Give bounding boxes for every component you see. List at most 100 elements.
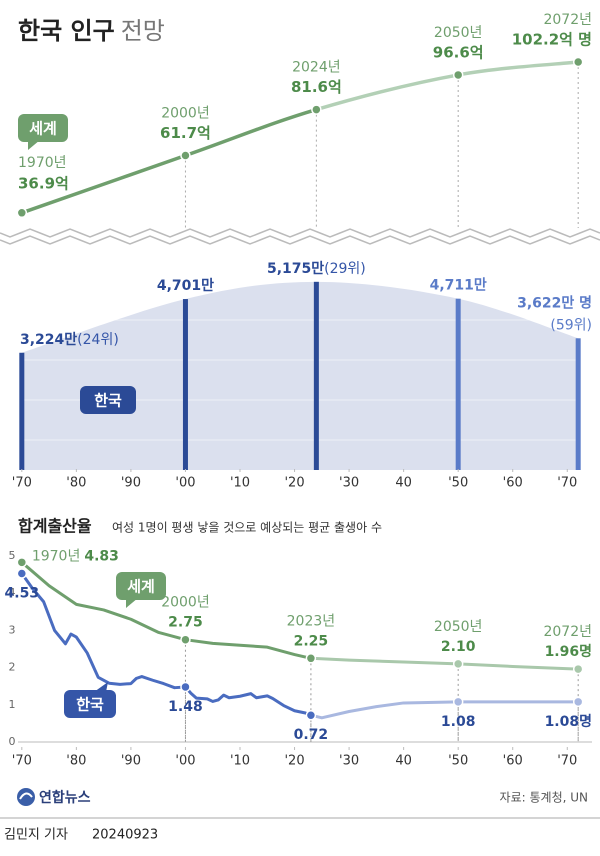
- x-tick-label: '10: [230, 754, 250, 769]
- value-label: 96.6억: [433, 43, 484, 61]
- y-tick-label: 2: [9, 661, 16, 674]
- source: 자료: 통계청, UN: [500, 791, 588, 805]
- x-tick-label: '20: [284, 754, 304, 769]
- y-tick-label: 0: [9, 735, 16, 748]
- point-label: 4,711만: [430, 278, 487, 294]
- point: [572, 663, 584, 675]
- point-label: 3,224만(24위): [20, 332, 119, 348]
- page-title: 한국 인구 전망: [18, 17, 165, 45]
- year-label: 2072년: [543, 624, 592, 640]
- bar: [182, 299, 188, 470]
- series-line: [20, 561, 312, 660]
- legend-tail: [28, 140, 40, 150]
- x-tick-label: 40: [395, 476, 412, 491]
- year-label: 2000년: [161, 595, 210, 611]
- value-label: 1.08명: [545, 713, 592, 730]
- year-label: 2050년: [434, 25, 483, 41]
- value-label: 81.6억: [291, 78, 342, 96]
- title-suffix: 전망: [121, 17, 165, 45]
- x-tick-label: '80: [66, 754, 86, 769]
- value-label: 4.53: [5, 585, 40, 601]
- point: [16, 557, 28, 568]
- point-label: 5,175만(29위): [267, 261, 366, 277]
- value-label: 2.10: [441, 639, 476, 655]
- x-tick-label: '60: [503, 476, 523, 491]
- x-tick-label: '20: [284, 476, 304, 491]
- point-label: 4,701만: [157, 278, 214, 294]
- logo-mark: [17, 788, 35, 806]
- x-tick-label: '70: [557, 476, 577, 491]
- point-label: 1970년 4.83: [32, 548, 119, 564]
- point: [452, 658, 464, 670]
- legend-badge: [18, 114, 68, 142]
- date: 20240923: [92, 828, 158, 843]
- value-label: 1.48: [168, 699, 203, 715]
- y-tick-label: 3: [9, 623, 16, 636]
- rank-label: (24위): [77, 332, 119, 348]
- year-label: 2000년: [161, 106, 210, 122]
- x-tick-label: '00: [175, 476, 195, 491]
- x-tick-label: 40: [395, 754, 412, 769]
- bar: [19, 352, 25, 470]
- bar: [455, 298, 461, 470]
- point: [16, 207, 28, 219]
- point: [16, 568, 28, 579]
- value-label: 61.7억: [160, 124, 211, 142]
- x-tick-label: '80: [66, 476, 86, 491]
- rank-label: (59위): [550, 317, 592, 333]
- x-tick-label: '70: [12, 754, 32, 769]
- value-label: 1.08: [441, 714, 476, 730]
- point: [572, 56, 584, 68]
- legend-label: 세계: [29, 120, 57, 138]
- x-tick-label: '60: [503, 754, 523, 769]
- bar: [313, 281, 319, 470]
- x-tick-label: '70: [557, 754, 577, 769]
- year-label: 2050년: [434, 619, 483, 635]
- legend-badge: [80, 386, 136, 414]
- year-label: 2024년: [292, 60, 341, 76]
- byline: 김민지 기자: [4, 828, 68, 843]
- legend-badge: [64, 690, 116, 718]
- x-tick-label: '30: [339, 754, 359, 769]
- point: [180, 681, 191, 693]
- x-tick-label: '50: [448, 754, 468, 769]
- series-line: [310, 700, 579, 720]
- y-tick-label: 1: [9, 698, 16, 711]
- point: [305, 653, 317, 664]
- x-tick-label: '90: [121, 754, 141, 769]
- y-tick-label: 4: [9, 586, 16, 599]
- x-tick-label: '70: [12, 476, 32, 491]
- x-tick-label: '90: [121, 476, 141, 491]
- value-label: 4,701만: [157, 278, 214, 294]
- legend-tail: [126, 598, 138, 608]
- value-label: 5,175만: [267, 261, 324, 277]
- value-label: 4,711만: [430, 278, 487, 294]
- legend-label: 세계: [127, 578, 155, 596]
- area: [21, 281, 579, 470]
- logo-text: 연합뉴스: [39, 789, 91, 806]
- series-line: [20, 572, 312, 717]
- value-label: 2.25: [294, 633, 329, 649]
- point: [311, 104, 322, 115]
- value-label: 3,622만 명: [517, 294, 592, 311]
- point: [305, 709, 317, 721]
- legend-label: 한국: [76, 696, 104, 714]
- x-tick-label: '10: [230, 476, 250, 491]
- legend-tail: [94, 682, 108, 692]
- point: [452, 69, 464, 81]
- year-label: 1970년: [32, 548, 81, 564]
- break-line: [0, 235, 600, 245]
- year-label: 1970년: [18, 155, 67, 171]
- point: [452, 696, 464, 708]
- point: [572, 696, 584, 708]
- value-label: 3,224만: [20, 332, 77, 348]
- rank-label: (29위): [324, 261, 366, 277]
- value-label: 102.2억 명: [512, 31, 592, 49]
- year-label: 2072년: [543, 12, 592, 28]
- series-line: [310, 656, 579, 671]
- value-label: 0.72: [294, 727, 329, 743]
- value-label: 2.75: [168, 615, 203, 631]
- y-tick-label: 5: [9, 549, 16, 562]
